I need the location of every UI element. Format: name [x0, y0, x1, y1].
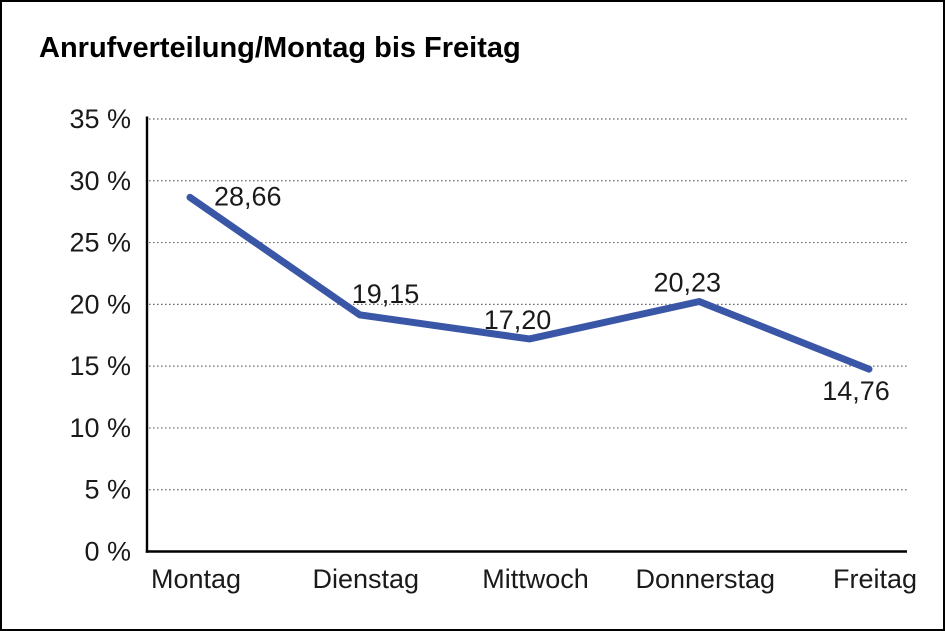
x-category-label: Dienstag [312, 564, 419, 594]
y-tick-label: 10 % [69, 413, 131, 443]
y-tick-label: 15 % [69, 351, 131, 381]
y-tick-label: 30 % [69, 166, 131, 196]
data-point-label: 28,66 [214, 181, 282, 211]
y-tick-label: 0 % [84, 537, 131, 567]
data-point-label: 17,20 [484, 305, 552, 335]
chart-title: Anrufverteilung/Montag bis Freitag [39, 32, 521, 64]
data-series-line [186, 193, 873, 373]
x-category-label: Donnerstag [635, 564, 775, 594]
x-category-label: Montag [151, 564, 241, 594]
data-point-label: 20,23 [653, 268, 721, 298]
y-tick-label: 20 % [69, 289, 131, 319]
y-tick-label: 25 % [69, 228, 131, 258]
y-tick-label: 35 % [69, 104, 131, 134]
x-category-label: Freitag [833, 564, 917, 594]
data-point-label: 14,76 [822, 376, 890, 406]
y-tick-label: 5 % [84, 475, 131, 505]
x-category-label: Mittwoch [482, 564, 589, 594]
data-point-label: 19,15 [352, 279, 420, 309]
